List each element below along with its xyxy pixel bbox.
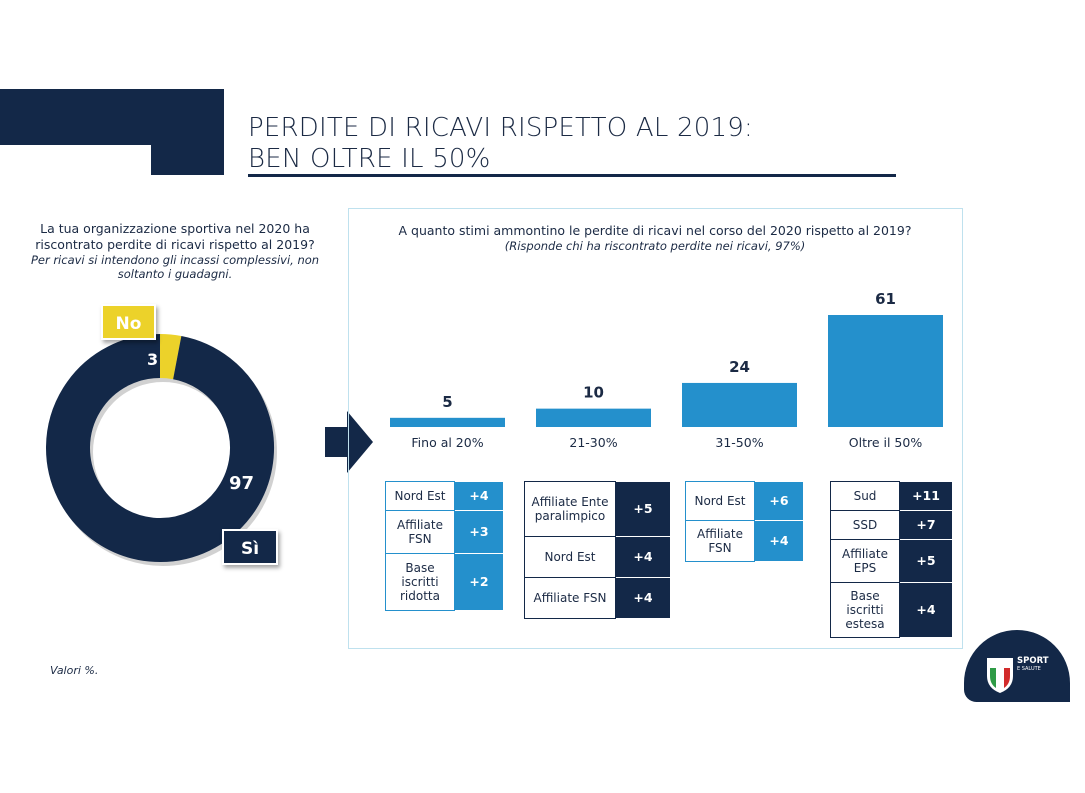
breakdown-label: Base iscritti ridotta — [385, 553, 455, 611]
table-row: Nord Est +4 — [385, 481, 504, 511]
left-question-note: Per ricavi si intendono gli incassi comp… — [30, 253, 320, 281]
breakdown-table: Affiliate Ente paralimpico +5 Nord Est +4 Af… — [524, 481, 671, 619]
table-row: Affiliate EPS +5 — [830, 539, 953, 583]
donut-value-no: 3 — [147, 350, 159, 369]
breakdown-value: +3 — [454, 510, 504, 554]
table-row: Sud +11 — [830, 481, 953, 511]
breakdown-value: +7 — [899, 510, 953, 540]
bar-value-label: 61 — [875, 290, 896, 308]
left-question-text: La tua organizzazione sportiva nel 2020 … — [35, 221, 315, 252]
bar-1 — [390, 417, 505, 427]
bar-3 — [682, 382, 797, 427]
right-question: A quanto stimi ammontino le perdite di r… — [398, 223, 912, 238]
breakdown-label: Affiliate FSN — [385, 510, 455, 554]
table-row: Nord Est +4 — [524, 536, 671, 578]
donut-chart — [46, 334, 277, 566]
bar-category-label: Fino al 20% — [411, 435, 483, 450]
table-row: SSD +7 — [830, 510, 953, 540]
breakdown-label: Affiliate Ente paralimpico — [524, 481, 616, 537]
arrow-right-icon — [325, 411, 373, 473]
donut-slice-no — [159, 334, 182, 380]
header-accent-bar — [0, 89, 224, 145]
title-line-2: BEN OLTRE IL 50% — [248, 144, 491, 174]
breakdown-label: Nord Est — [524, 536, 616, 578]
header-accent-tab — [151, 145, 224, 175]
bar-chart: 5 Fino al 20% 10 21-30% 24 31-50% 61 Oltre il 5… — [390, 290, 943, 450]
table-row: Affiliate FSN +3 — [385, 510, 504, 554]
logo-salute-text: E SALUTE — [1017, 666, 1041, 672]
table-row: Affiliate Ente paralimpico +5 — [524, 481, 671, 537]
breakdown-value: +4 — [754, 520, 804, 562]
breakdown-label: Nord Est — [385, 481, 455, 511]
bar-2 — [536, 408, 651, 427]
breakdown-label: Nord Est — [685, 481, 755, 521]
bar-category-label: Oltre il 50% — [849, 435, 923, 450]
logo-sport-text: SPORT — [1017, 656, 1049, 666]
breakdown-label: Affiliate FSN — [685, 520, 755, 562]
donut-label-si: Sì — [222, 529, 278, 565]
breakdown-label: SSD — [830, 510, 900, 540]
breakdown-value: +6 — [754, 481, 804, 521]
left-question: La tua organizzazione sportiva nel 2020 … — [20, 221, 330, 281]
bar-chart-panel — [348, 208, 963, 649]
breakdown-label: Base iscritti estesa — [830, 582, 900, 638]
breakdown-table: Nord Est +6 Affiliate FSN +4 — [685, 481, 804, 562]
breakdown-label: Sud — [830, 481, 900, 511]
table-row: Affiliate FSN +4 — [524, 577, 671, 619]
breakdown-label: Affiliate FSN — [524, 577, 616, 619]
donut-label-no: No — [101, 304, 156, 340]
table-row: Base iscritti ridotta +2 — [385, 553, 504, 611]
bar-4 — [828, 315, 943, 427]
right-question-note: (Risponde chi ha riscontrato perdite nei… — [504, 239, 806, 253]
donut-value-si: 97 — [229, 473, 255, 494]
donut-slice-sì — [46, 334, 274, 562]
bar-category-label: 31-50% — [715, 435, 763, 450]
breakdown-value: +4 — [615, 536, 671, 578]
bar-category-label: 21-30% — [569, 435, 617, 450]
bar-value-label: 10 — [583, 384, 604, 402]
title-underline — [248, 174, 896, 177]
breakdown-value: +4 — [454, 481, 504, 511]
breakdown-value: +4 — [899, 582, 953, 638]
table-row: Affiliate FSN +4 — [685, 520, 804, 562]
breakdown-value: +11 — [899, 481, 953, 511]
italia-shield-icon — [987, 658, 1013, 693]
breakdown-value: +5 — [899, 539, 953, 583]
breakdown-value: +4 — [615, 577, 671, 619]
breakdown-value: +5 — [615, 481, 671, 537]
breakdown-table: Sud +11 SSD +7 Affiliate EPS +5 Base iscritti … — [830, 481, 953, 638]
logo-italia-text: ITALIA — [987, 658, 1006, 665]
breakdown-table: Nord Est +4 Affiliate FSN +3 Base iscritti r… — [385, 481, 504, 611]
table-row: Nord Est +6 — [685, 481, 804, 521]
bar-value-label: 24 — [729, 358, 750, 376]
page-title: PERDITE DI RICAVI RISPETTO AL 2019: BEN … — [248, 113, 753, 175]
bar-value-label: 5 — [442, 393, 452, 411]
breakdown-label: Affiliate EPS — [830, 539, 900, 583]
table-row: Base iscritti estesa +4 — [830, 582, 953, 638]
breakdown-value: +2 — [454, 553, 504, 611]
title-line-1: PERDITE DI RICAVI RISPETTO AL 2019: — [248, 113, 753, 143]
values-note: Valori %. — [50, 664, 99, 677]
